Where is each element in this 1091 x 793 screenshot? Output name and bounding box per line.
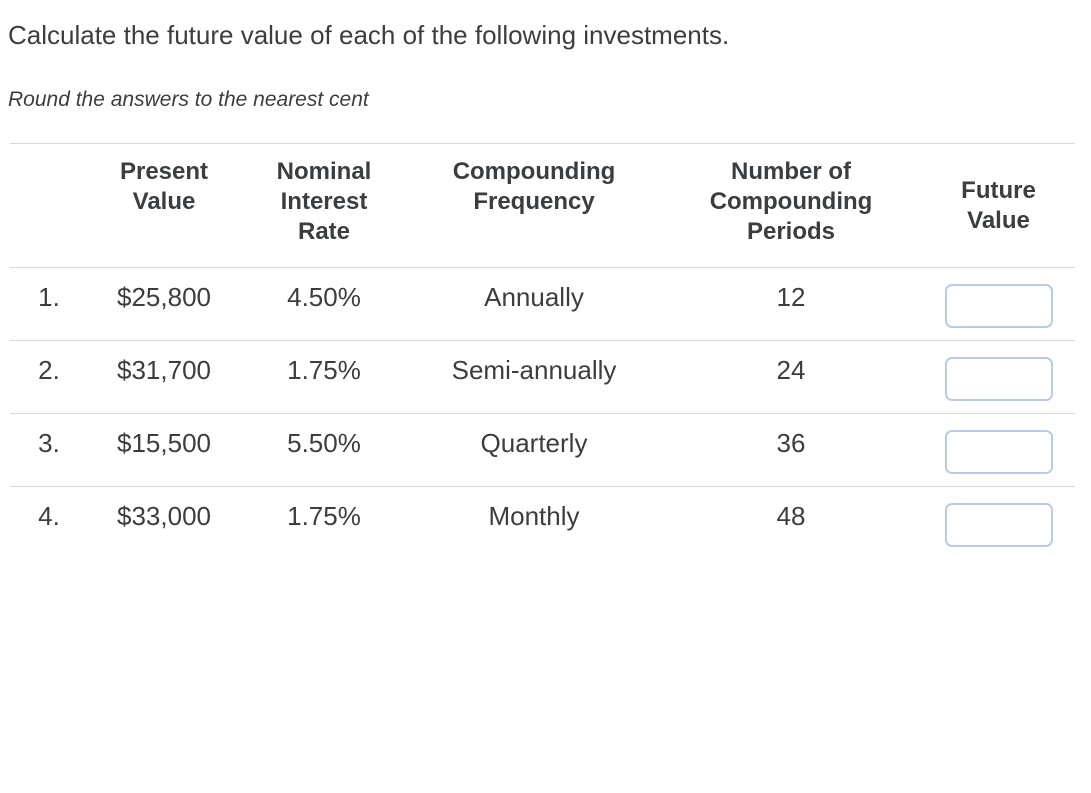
cell-present-value: $31,700 xyxy=(88,340,240,414)
cell-number-of-compounding-periods: 24 xyxy=(660,340,922,414)
cell-number-of-compounding-periods: 36 xyxy=(660,413,922,487)
cell-future-value xyxy=(922,487,1075,560)
table-row-3: 3. $15,500 5.50% Quarterly 36 xyxy=(10,413,1075,487)
row-index: 2. xyxy=(10,340,88,414)
column-header-future-value: Future Value xyxy=(922,143,1075,268)
cell-nominal-interest-rate: 1.75% xyxy=(287,501,361,531)
column-header-compounding-frequency: Compounding Frequency xyxy=(408,143,660,268)
row-index: 4. xyxy=(38,501,60,531)
cell-future-value xyxy=(922,267,1075,341)
cell-nominal-interest-rate: 5.50% xyxy=(240,413,408,487)
future-value-input-3[interactable] xyxy=(944,430,1053,474)
cell-nominal-interest-rate: 1.75% xyxy=(240,340,408,414)
column-header-index xyxy=(10,143,88,268)
instruction-note: Round the answers to the nearest cent xyxy=(8,88,369,111)
column-header-nominal-interest-rate: Nominal Interest Rate xyxy=(240,143,408,268)
column-header-present-value: Present Value xyxy=(88,143,240,268)
cell-future-value xyxy=(922,340,1075,414)
cell-present-value: $15,500 xyxy=(88,413,240,487)
investments-table: Present Value Nominal Interest Rate Comp… xyxy=(10,143,1075,560)
cell-future-value xyxy=(922,413,1075,487)
problem-page: Calculate the future value of each of th… xyxy=(0,20,1091,560)
cell-present-value: $33,000 xyxy=(117,501,211,531)
future-value-input-2[interactable] xyxy=(944,357,1053,401)
table-row-4: 4. $33,000 1.75% Monthly 48 xyxy=(10,487,1075,560)
row-index: 1. xyxy=(10,267,88,341)
future-value-input-4[interactable] xyxy=(944,503,1053,547)
row-index: 3. xyxy=(10,413,88,487)
cell-number-of-compounding-periods: 12 xyxy=(660,267,922,341)
header-row: Present Value Nominal Interest Rate Comp… xyxy=(10,143,1075,268)
table-row-1: 1. $25,800 4.50% Annually 12 xyxy=(10,267,1075,341)
column-header-number-of-compounding-periods: Number of Compounding Periods xyxy=(660,143,922,268)
cell-compounding-frequency: Semi-annually xyxy=(408,340,660,414)
page-title: Calculate the future value of each of th… xyxy=(8,20,730,50)
cell-number-of-compounding-periods: 48 xyxy=(776,501,806,531)
cell-compounding-frequency: Quarterly xyxy=(408,413,660,487)
table-row-2: 2. $31,700 1.75% Semi-annually 24 xyxy=(10,340,1075,414)
cell-compounding-frequency: Monthly xyxy=(488,501,580,531)
future-value-input-1[interactable] xyxy=(944,284,1053,328)
cell-compounding-frequency: Annually xyxy=(408,267,660,341)
cell-nominal-interest-rate: 4.50% xyxy=(240,267,408,341)
cell-present-value: $25,800 xyxy=(88,267,240,341)
